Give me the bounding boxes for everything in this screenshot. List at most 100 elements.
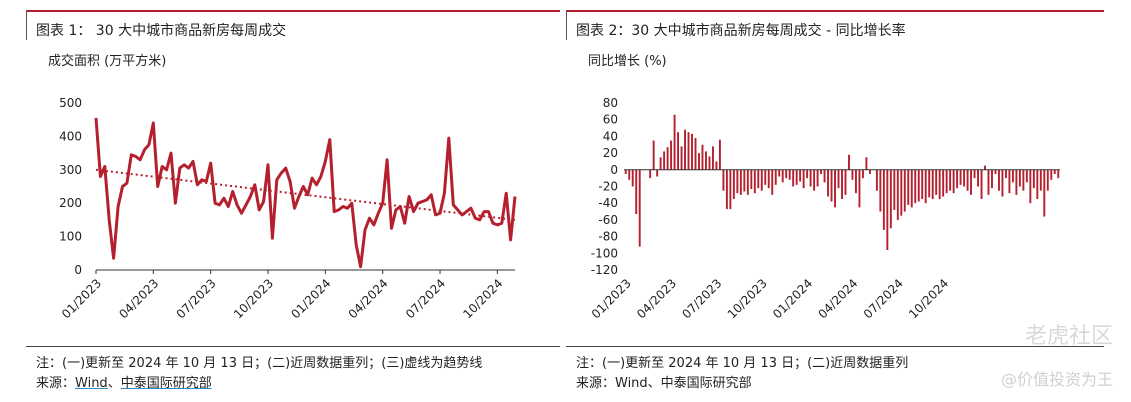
- bar: [917, 169, 920, 202]
- y-tick-label: 0: [74, 263, 82, 277]
- bar: [736, 169, 739, 194]
- bar: [889, 169, 892, 229]
- bar: [931, 169, 934, 200]
- bar: [743, 169, 746, 192]
- bar: [1032, 169, 1035, 189]
- left-line-chart: 0 100 200 300 400 500 01/2023 04/2023 07/2023 10/…: [59, 96, 517, 321]
- y-tick-label: 60: [603, 113, 618, 127]
- bar: [914, 169, 917, 204]
- right-chart-title: 图表 2：30 大中城市商品新房每周成交 - 同比增长率: [576, 23, 906, 39]
- bar: [1015, 169, 1018, 195]
- bar: [705, 151, 707, 170]
- x-tick-label: 01/2023: [59, 276, 104, 321]
- left-source: 来源：Wind、中泰国际研究部: [36, 372, 212, 391]
- bar: [907, 169, 910, 205]
- x-tick-label: 04/2024: [346, 276, 391, 321]
- bar: [694, 138, 697, 170]
- right-footnote: 注：(一)更新至 2024 年 10 月 13 日；(二)近周数据重列: [576, 356, 909, 371]
- bar: [1053, 169, 1056, 174]
- right-unit-label: 同比增长 (%): [588, 54, 667, 69]
- bar: [813, 169, 816, 191]
- bar: [1057, 169, 1060, 179]
- bar: [1036, 169, 1039, 200]
- bar: [1004, 169, 1007, 179]
- bar: [715, 161, 718, 170]
- x-tick-label: 04/2023: [116, 276, 161, 321]
- bar: [820, 169, 823, 174]
- left-chart-title: 图表 1： 30 大中城市商品新房每周成交: [36, 23, 287, 39]
- x-tick-label: 04/2023: [634, 276, 679, 321]
- bar: [792, 169, 795, 187]
- bar: [732, 169, 735, 200]
- bar: [1039, 169, 1042, 191]
- x-tick-label: 07/2023: [679, 276, 724, 321]
- bar: [851, 169, 854, 180]
- x-tick-label: 10/2023: [231, 276, 276, 321]
- bar: [903, 169, 906, 212]
- bar: [875, 169, 878, 191]
- series-line: [94, 117, 517, 269]
- bar: [757, 169, 760, 189]
- y-tick-label: 200: [59, 196, 82, 210]
- bar: [725, 169, 728, 210]
- left-footnote: 注：(一)更新至 2024 年 10 月 13 日；(二)近周数据重列；(三)虚…: [36, 356, 483, 371]
- bar: [659, 157, 662, 170]
- bar: [708, 156, 711, 170]
- bar: [879, 169, 882, 212]
- bar: [729, 169, 732, 210]
- bar: [1018, 169, 1021, 187]
- bar: [691, 133, 693, 170]
- bar: [718, 139, 721, 170]
- bar: [980, 169, 983, 200]
- bar: [1043, 169, 1046, 217]
- bar: [868, 169, 871, 174]
- bar: [963, 169, 966, 187]
- bar: [771, 169, 774, 195]
- y-tick-label: -60: [598, 213, 618, 227]
- y-tick-label: 300: [59, 163, 82, 177]
- bar: [656, 169, 659, 177]
- left-source-wind[interactable]: Wind: [75, 376, 108, 391]
- bar: [677, 132, 680, 170]
- watermark-logo: 老虎社区: [1024, 324, 1113, 349]
- bar: [816, 169, 819, 187]
- bar: [649, 169, 652, 179]
- bar: [858, 169, 861, 208]
- bar: [1046, 169, 1049, 191]
- left-source-cicc[interactable]: 中泰国际研究部: [120, 376, 212, 391]
- bar: [827, 169, 830, 197]
- bar: [806, 169, 809, 179]
- x-tick-label: 07/2023: [174, 276, 219, 321]
- bar: [882, 169, 885, 230]
- bar: [663, 151, 666, 170]
- left-bottom-rule: [26, 346, 560, 347]
- bar: [767, 169, 770, 189]
- bar: [802, 169, 805, 189]
- y-tick-label: -40: [598, 196, 618, 210]
- bar: [970, 169, 973, 195]
- bar: [900, 169, 903, 216]
- y-tick-label: 0: [610, 163, 618, 177]
- bar: [799, 169, 802, 182]
- x-tick-label: 04/2024: [815, 276, 860, 321]
- bar: [795, 169, 798, 185]
- bar: [670, 140, 673, 170]
- bar: [624, 169, 627, 174]
- left-source-sep: 、: [107, 376, 121, 391]
- bar: [886, 169, 889, 250]
- x-tick-label: 10/2024: [460, 276, 505, 321]
- y-tick-label: 20: [603, 146, 618, 160]
- bar: [924, 169, 927, 204]
- bar: [1001, 169, 1004, 197]
- bar: [1050, 169, 1053, 180]
- bar: [994, 169, 997, 174]
- watermark-handle: @价值投资为王: [1000, 370, 1113, 389]
- bar: [841, 169, 843, 200]
- bar: [638, 169, 641, 247]
- bar: [977, 169, 979, 187]
- y-tick-label: 400: [59, 129, 82, 143]
- bar: [844, 169, 847, 195]
- bar: [1011, 169, 1014, 183]
- bar: [739, 169, 742, 195]
